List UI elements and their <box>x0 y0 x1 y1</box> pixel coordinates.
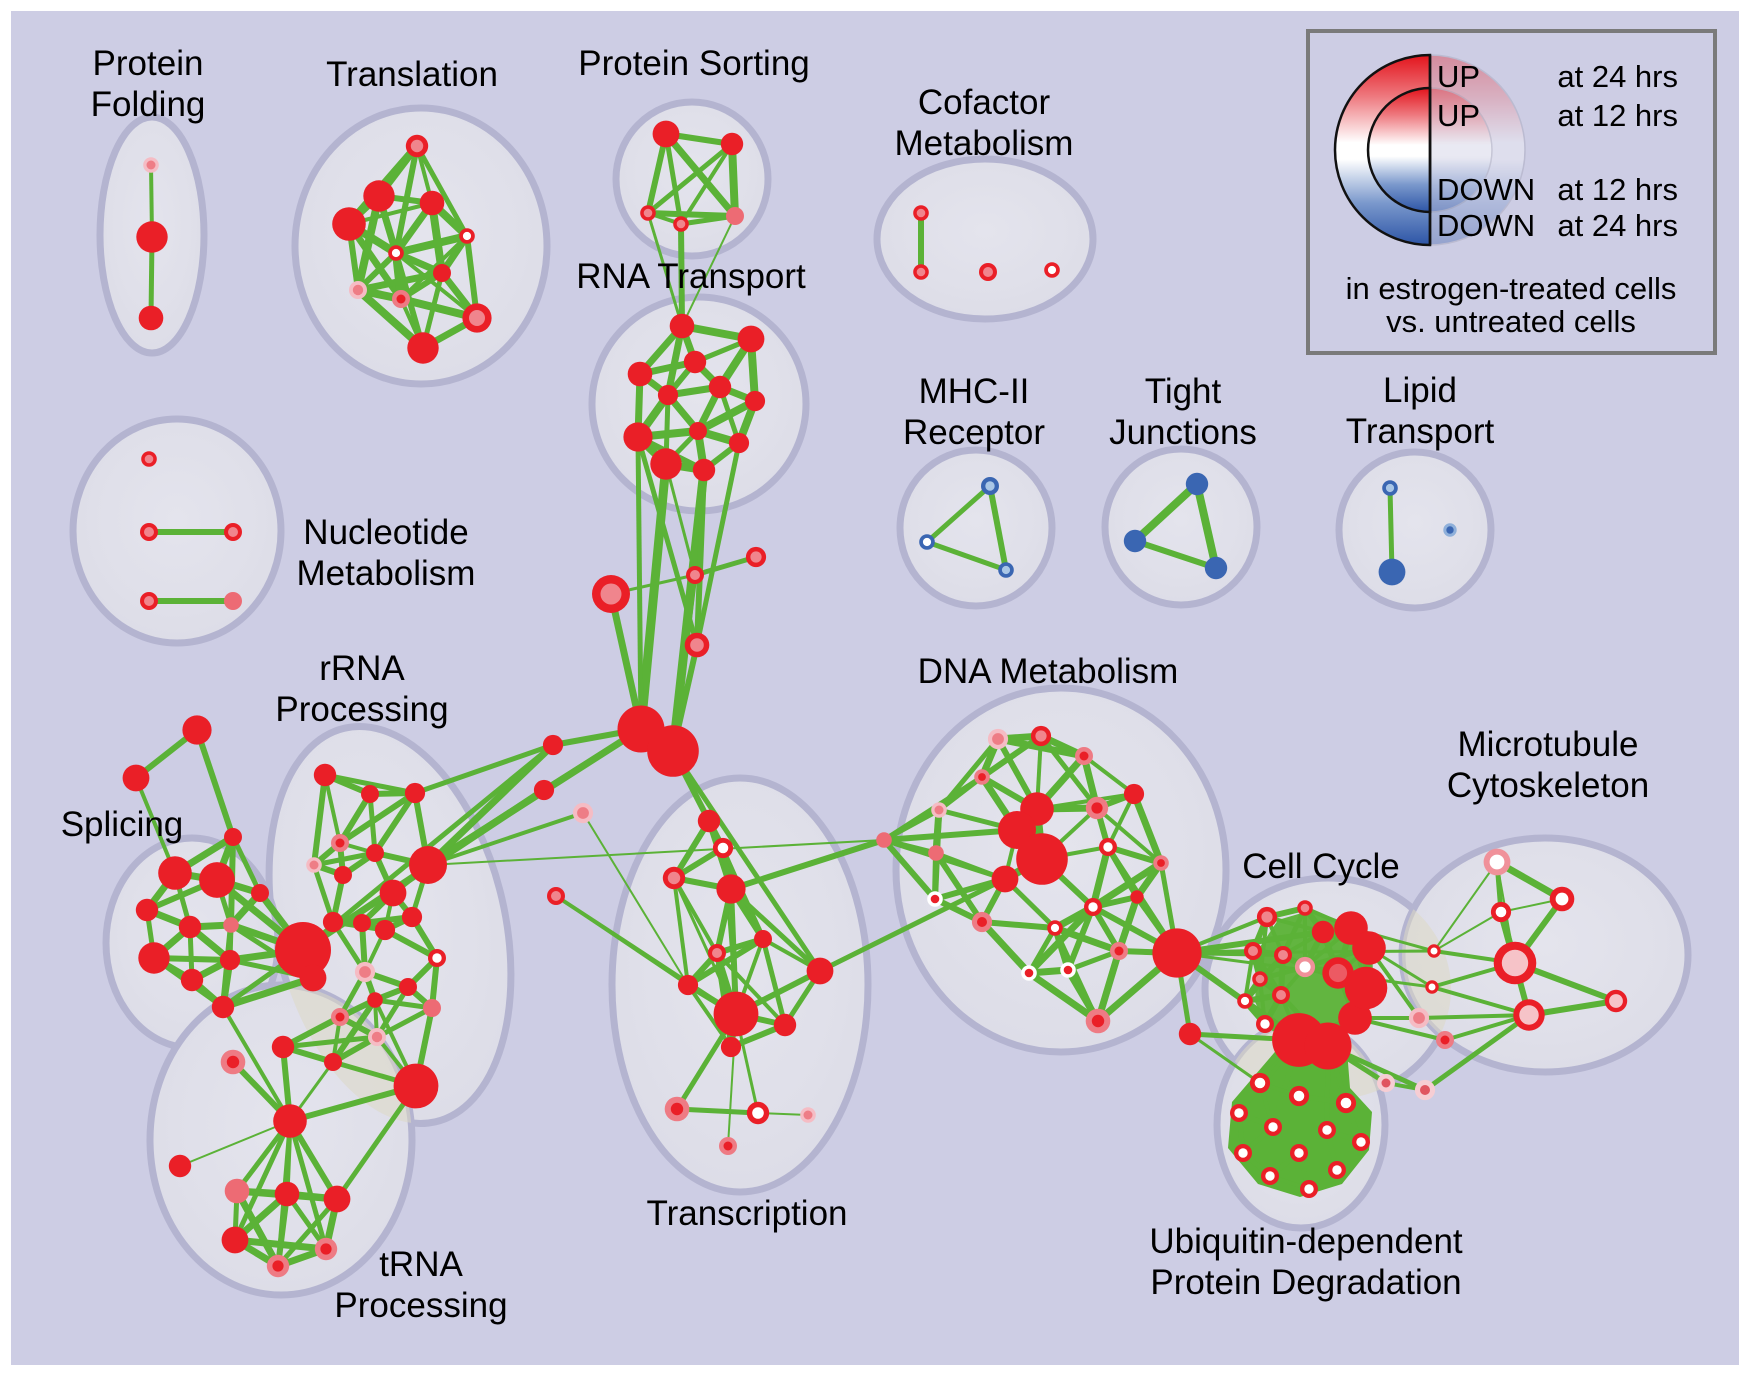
svg-text:Receptor: Receptor <box>903 413 1045 452</box>
svg-text:UP: UP <box>1437 59 1480 94</box>
svg-text:Cytoskeleton: Cytoskeleton <box>1447 766 1649 805</box>
svg-text:Splicing: Splicing <box>61 805 184 844</box>
svg-text:tRNA: tRNA <box>379 1245 463 1284</box>
svg-text:Processing: Processing <box>334 1286 507 1325</box>
svg-text:at 24 hrs: at 24 hrs <box>1557 59 1678 94</box>
svg-text:Lipid: Lipid <box>1383 371 1457 410</box>
svg-text:vs. untreated cells: vs. untreated cells <box>1386 304 1636 339</box>
svg-text:Translation: Translation <box>326 55 498 94</box>
svg-text:Protein: Protein <box>93 44 204 83</box>
svg-text:DOWN: DOWN <box>1437 208 1535 243</box>
svg-text:Cofactor: Cofactor <box>918 83 1051 122</box>
svg-text:Junctions: Junctions <box>1109 413 1257 452</box>
svg-text:Microtubule: Microtubule <box>1458 725 1639 764</box>
svg-text:Protein Degradation: Protein Degradation <box>1150 1263 1461 1302</box>
svg-text:RNA Transport: RNA Transport <box>576 257 806 296</box>
svg-text:Cell Cycle: Cell Cycle <box>1242 847 1400 886</box>
svg-text:Metabolism: Metabolism <box>297 554 476 593</box>
svg-text:Folding: Folding <box>91 85 206 124</box>
svg-text:at 24 hrs: at 24 hrs <box>1557 208 1678 243</box>
svg-text:Transcription: Transcription <box>647 1194 848 1233</box>
svg-text:DNA Metabolism: DNA Metabolism <box>918 652 1179 691</box>
svg-text:at 12 hrs: at 12 hrs <box>1557 98 1678 133</box>
svg-text:Transport: Transport <box>1346 412 1495 451</box>
svg-text:in estrogen-treated cells: in estrogen-treated cells <box>1346 271 1677 306</box>
svg-text:rRNA: rRNA <box>319 649 405 688</box>
svg-text:Tight: Tight <box>1145 372 1222 411</box>
svg-text:at 12 hrs: at 12 hrs <box>1557 172 1678 207</box>
svg-text:DOWN: DOWN <box>1437 172 1535 207</box>
svg-text:Protein Sorting: Protein Sorting <box>578 44 810 83</box>
svg-text:Processing: Processing <box>275 690 448 729</box>
svg-text:UP: UP <box>1437 98 1480 133</box>
svg-text:MHC-II: MHC-II <box>919 372 1030 411</box>
svg-text:Ubiquitin-dependent: Ubiquitin-dependent <box>1149 1222 1463 1261</box>
svg-text:Metabolism: Metabolism <box>895 124 1074 163</box>
svg-text:Nucleotide: Nucleotide <box>303 513 468 552</box>
